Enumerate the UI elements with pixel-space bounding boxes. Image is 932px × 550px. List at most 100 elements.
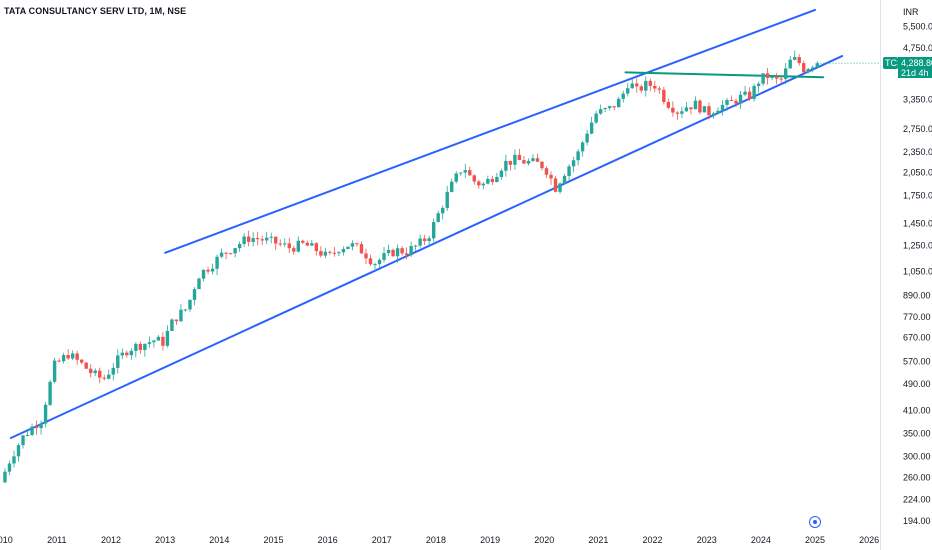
candle-body [693,100,698,110]
candle-body [242,236,246,244]
x-tick-label: 2019 [480,535,500,545]
candle-body [815,63,819,68]
x-tick-label: 2026 [859,535,879,545]
candle-body [183,309,188,311]
candle-body [215,256,219,269]
candle-body [499,170,504,177]
candle-body [265,237,269,241]
candle-body [152,340,156,343]
candle-body [644,80,648,91]
candle-body [269,236,273,238]
bar-countdown-label: 21d 4h [901,68,929,78]
candle-body [738,94,743,104]
candle-body [386,249,391,254]
candle-body [549,174,553,179]
candle-body [355,243,359,245]
candle-body [680,111,684,114]
candle-body [116,355,120,368]
candle-body [120,352,124,356]
candle-body [314,243,319,252]
x-tick-label: 2023 [697,535,717,545]
candle-body [648,80,652,86]
y-tick-label: 1,450.00 [903,219,932,229]
candle-body [770,76,774,78]
candle-body [422,238,427,242]
candle-body [409,246,413,256]
y-tick-label: 1,250.00 [903,240,932,250]
candle-body [93,370,97,374]
candle-body [400,248,404,254]
candle-body [553,178,558,192]
candle-body [486,178,490,184]
candle-body [174,319,179,322]
candle-body [301,240,305,243]
candle-body [346,246,350,249]
candle-body [571,160,576,167]
candle-body [75,353,79,360]
y-tick-label: 890.00 [903,291,931,301]
symbol-badge-bg [883,57,898,69]
candle-body [201,269,206,279]
x-tick-label: 2016 [318,535,338,545]
candle-body [526,160,531,164]
candle-body [129,350,134,356]
y-tick-label: 770.00 [903,312,931,322]
x-tick-label: 2014 [209,535,229,545]
candle-body [621,93,625,99]
candle-body [278,243,282,245]
candle-body [666,102,671,108]
candle-body [382,253,386,260]
candle-body [734,100,738,104]
candle-body [391,249,395,257]
candle-body [395,248,400,257]
candle-body [576,151,580,161]
candle-body [418,238,422,246]
price-tag: TCS 4,288.80 21d 4h [883,57,932,78]
candle-body [107,374,111,379]
candle-body [779,78,783,80]
candle-body [210,268,215,272]
candle-body [179,309,183,322]
price-badge-bg [898,57,932,78]
candle-body [30,426,34,435]
candle-body [441,207,445,214]
y-tick-label: 1,050.00 [903,266,932,276]
candle-body [783,68,788,79]
x-tick-label: 2015 [263,535,283,545]
candle-body [224,252,228,254]
candle-body [752,85,756,99]
candle-body [102,377,106,379]
candle-body [16,445,21,457]
candle-body [134,343,138,351]
candle-body [7,463,12,472]
candle-body [197,278,201,290]
candle-body [328,251,332,253]
candle-body [427,238,431,242]
candle-body [52,360,57,382]
candle-body [66,355,70,359]
candle-body [806,68,810,73]
y-tick-label: 410.00 [903,405,931,415]
x-tick-label: 2025 [805,535,825,545]
candle-body [635,83,639,87]
y-axis[interactable]: INR 5,500.00 4,750.00 3,350.00 2,750.00 2,35… [880,0,932,550]
candle-body [743,91,747,95]
candle-body [237,243,242,249]
candle-body [377,259,382,265]
candle-body [468,170,472,176]
y-tick-label: 224.00 [903,495,931,505]
resistance-line [624,71,825,79]
candle-body [125,352,129,356]
candle-body [707,106,711,116]
candle-body [39,423,43,429]
candle-body [562,175,567,184]
candle-body [653,85,657,89]
candle-body [165,330,170,346]
candle-body [274,236,278,244]
candle-body [143,343,147,350]
trend-lines[interactable] [9,8,880,440]
candle-body [540,161,544,169]
candle-body [729,100,734,102]
target-icon[interactable] [809,516,821,528]
